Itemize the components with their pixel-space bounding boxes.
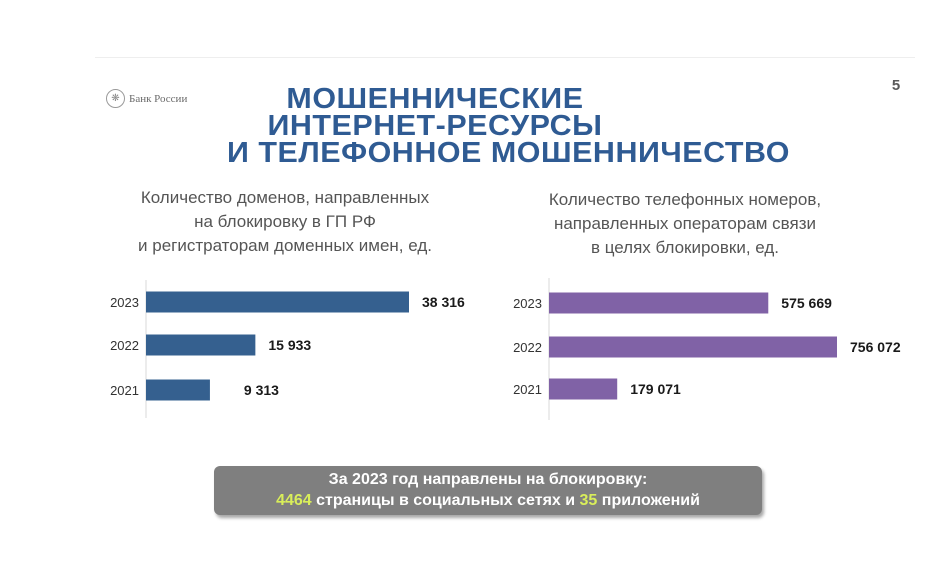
page-number: 5 [891, 77, 901, 94]
chart-0-year-label: 2021 [110, 383, 139, 398]
right-chart-title-line: Количество телефонных номеров, [548, 190, 822, 209]
left-chart-title-line: Количество доменов, направленных [140, 188, 430, 207]
title-line-3: И ТЕЛЕФОННОЕ МОШЕННИЧЕСТВО [227, 137, 790, 169]
chart-0-bar-2023 [146, 291, 409, 313]
chart-1-year-label: 2021 [513, 382, 542, 397]
apps-text: приложений [597, 492, 700, 509]
slide-title: МОШЕННИЧЕСКИЕ ИНТЕРНЕТ-РЕСУРСЫ И ТЕЛЕФОН… [136, 83, 789, 168]
chart-0-bar-2022 [146, 334, 256, 356]
apps-count: 35 [579, 492, 598, 509]
title-line-2: ИНТЕРНЕТ-РЕСУРСЫ [267, 110, 603, 142]
top-divider [95, 57, 915, 58]
pages-text: страницы в социальных сетях и [311, 492, 580, 509]
chart-0-year-label: 2023 [110, 295, 139, 310]
banner-line-2: 4464 страницы в социальных сетях и 35 пр… [214, 490, 762, 511]
chart-1-value-label: 756 072 [850, 339, 901, 355]
pages-count: 4464 [276, 492, 312, 509]
chart-0-value-label: 9 313 [244, 382, 279, 398]
chart-0-year-label: 2022 [110, 338, 139, 353]
chart-0-value-label: 38 316 [422, 294, 465, 310]
right-chart-title-line: в целях блокировки, ед. [590, 238, 780, 257]
chart-1-year-label: 2023 [513, 296, 542, 311]
title-line-1: МОШЕННИЧЕСКИЕ [286, 83, 584, 115]
chart-1-bar-2023 [549, 292, 769, 314]
bank-logo: ❋ Банк России [106, 89, 187, 108]
left-chart-title-line: и регистраторам доменных имен, ед. [138, 236, 432, 255]
chart-1-value-label: 179 071 [630, 381, 681, 397]
right-chart-title: Количество телефонных номеров, направлен… [495, 188, 875, 260]
left-chart-title: Количество доменов, направленных на блок… [90, 186, 480, 258]
chart-0-value-label: 15 933 [268, 337, 311, 353]
chart-1-bar-2021 [549, 378, 618, 400]
summary-banner: За 2023 год направлены на блокировку: 44… [214, 466, 762, 515]
chart-0-bar-2021 [146, 379, 210, 401]
right-chart-title-line: направленных операторам связи [553, 214, 817, 233]
chart-1-year-label: 2022 [513, 340, 542, 355]
chart-1-value-label: 575 669 [781, 295, 832, 311]
logo-text: Банк России [129, 92, 188, 105]
chart-1-bar-2022 [549, 336, 837, 358]
eagle-emblem-icon: ❋ [106, 89, 125, 108]
banner-line-1: За 2023 год направлены на блокировку: [328, 471, 648, 488]
left-chart-title-line: на блокировку в ГП РФ [194, 212, 376, 231]
